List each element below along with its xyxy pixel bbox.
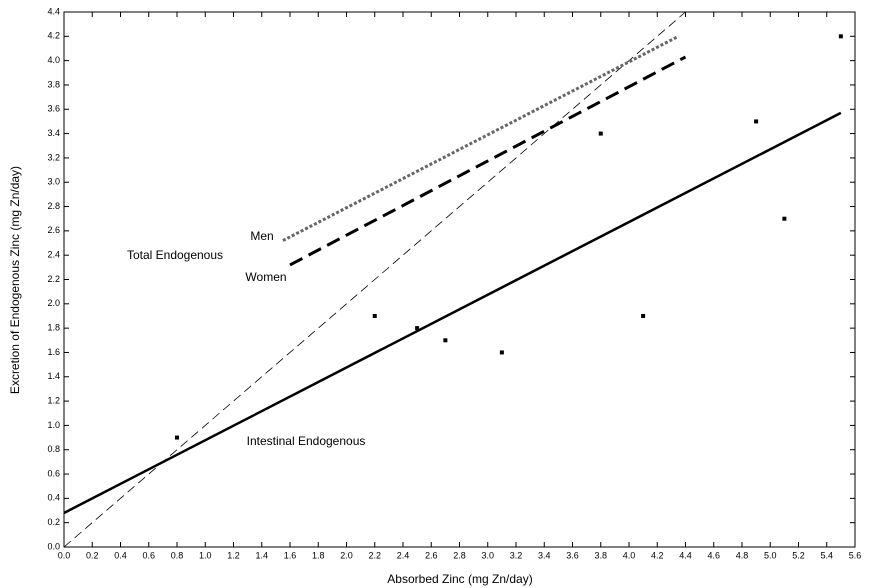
annotation: Men: [250, 229, 273, 243]
y-tick-label: 4.0: [47, 55, 60, 65]
point: [838, 34, 843, 39]
x-tick-label: 1.6: [284, 550, 297, 560]
point: [641, 313, 646, 318]
y-tick-label: 3.4: [47, 128, 60, 138]
annotation: Total Endogenous: [127, 248, 223, 262]
y-tick-label: 0.8: [47, 444, 60, 454]
y-tick-label: 3.8: [47, 79, 60, 89]
point: [598, 131, 603, 136]
x-tick-label: 4.4: [679, 550, 692, 560]
point: [443, 338, 448, 343]
plot-frame: [63, 11, 856, 548]
x-tick-label: 0.8: [171, 550, 184, 560]
y-tick-label: 4.2: [47, 31, 60, 41]
y-tick-label: 0.2: [47, 517, 60, 527]
y-tick-label: 1.8: [47, 323, 60, 333]
y-tick-label: 3.6: [47, 104, 60, 114]
y-axis-label: Excretion of Endogenous Zinc (mg Zn/day): [8, 166, 22, 394]
annotation: Intestinal Endogenous: [247, 434, 366, 448]
y-tick-label: 1.2: [47, 395, 60, 405]
x-tick-label: 1.0: [199, 550, 212, 560]
point: [415, 326, 420, 331]
y-tick-label: 1.0: [47, 420, 60, 430]
x-tick-label: 5.4: [820, 550, 833, 560]
fit-line: [63, 11, 686, 548]
y-tick-label: 2.4: [47, 250, 60, 260]
x-tick-label: 2.6: [425, 550, 438, 560]
point: [782, 216, 787, 221]
y-tick-label: 0.4: [47, 493, 60, 503]
y-tick-label: 3.2: [47, 152, 60, 162]
y-tick-label: 1.6: [47, 347, 60, 357]
x-tick-label: 3.6: [566, 550, 579, 560]
fit-line: [289, 55, 687, 267]
y-tick-label: 0.6: [47, 468, 60, 478]
point: [499, 350, 504, 355]
x-tick-label: 3.0: [481, 550, 494, 560]
y-tick-label: 2.8: [47, 201, 60, 211]
y-tick-label: 1.4: [47, 371, 60, 381]
y-tick-label: 3.0: [47, 177, 60, 187]
x-tick-label: 0.0: [58, 550, 71, 560]
x-tick-label: 0.4: [114, 550, 127, 560]
x-tick-label: 0.2: [86, 550, 99, 560]
point: [175, 435, 179, 440]
x-tick-label: 4.8: [736, 550, 749, 560]
x-tick-label: 2.2: [368, 550, 381, 560]
x-tick-label: 2.8: [453, 550, 466, 560]
x-tick-label: 1.4: [255, 550, 268, 560]
point: [372, 313, 377, 318]
y-tick-label: 2.0: [47, 298, 60, 308]
fit-line: [63, 111, 842, 515]
point: [754, 119, 759, 124]
x-tick-label: 1.8: [312, 550, 325, 560]
fit-line: [282, 34, 680, 242]
x-tick-label: 3.8: [594, 550, 607, 560]
x-tick-label: 4.2: [651, 550, 664, 560]
x-tick-label: 4.6: [707, 550, 720, 560]
y-tick-label: 0.0: [47, 541, 60, 551]
annotation: Women: [245, 270, 286, 284]
y-tick-label: 2.6: [47, 225, 60, 235]
x-tick-label: 3.4: [538, 550, 551, 560]
x-tick-label: 4.0: [623, 550, 636, 560]
y-tick-label: 2.2: [47, 274, 60, 284]
x-tick-label: 5.6: [849, 550, 862, 560]
y-tick-label: 4.4: [47, 6, 60, 16]
x-axis-label: Absorbed Zinc (mg Zn/day): [387, 572, 532, 586]
x-tick-label: 1.2: [227, 550, 240, 560]
x-tick-label: 0.6: [142, 550, 155, 560]
x-tick-label: 2.4: [397, 550, 410, 560]
x-tick-label: 3.2: [510, 550, 523, 560]
x-tick-label: 5.2: [792, 550, 805, 560]
x-tick-label: 2.0: [340, 550, 353, 560]
x-tick-label: 5.0: [764, 550, 777, 560]
